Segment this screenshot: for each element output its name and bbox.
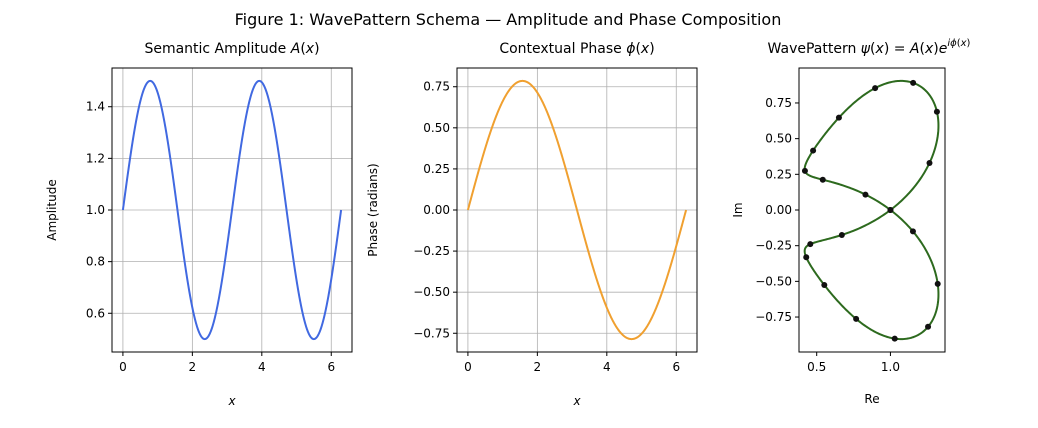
wavepattern-marker-16 [803, 254, 810, 261]
wavepattern-marker-13 [891, 335, 898, 342]
figure-suptitle: Figure 1: WavePattern Schema — Amplitude… [235, 10, 782, 29]
wavepattern-marker-6 [810, 147, 817, 154]
amplitude-xtick-label-3: 6 [327, 360, 335, 374]
phase-ytick-label-0: −0.75 [413, 326, 450, 340]
ylabel-wavepattern: Im [731, 202, 745, 217]
wavepattern-marker-17 [807, 241, 814, 248]
amplitude-ytick-label-1: 0.8 [86, 255, 105, 269]
phase-ytick-label-1: −0.50 [413, 285, 450, 299]
title-phase: Contextual Phase ϕ(x) [499, 41, 654, 57]
amplitude-xtick-label-1: 2 [189, 360, 197, 374]
xlabel-wavepattern: Re [864, 392, 879, 406]
amplitude-xtick-label-2: 4 [258, 360, 266, 374]
phase-xtick-label-3: 6 [672, 360, 680, 374]
xlabel-amplitude: x [227, 394, 236, 408]
axes-frame-wavepattern [798, 67, 946, 353]
amplitude-xtick-label-0: 0 [119, 360, 127, 374]
wavepattern-marker-15 [821, 282, 828, 289]
phase-ytick-label-3: 0.00 [423, 203, 450, 217]
title-amplitude: Semantic Amplitude A(x) [144, 41, 319, 57]
phase-ytick-label-6: 0.75 [423, 80, 450, 94]
phase-series-line [466, 79, 688, 341]
wavepattern-marker-7 [801, 167, 808, 174]
data-wavepattern [801, 79, 941, 342]
wavepattern-series-line [803, 79, 940, 341]
grid-amplitude [112, 68, 352, 352]
wavepattern-ytick-label-2: −0.25 [755, 239, 792, 253]
wavepattern-marker-10 [909, 228, 916, 235]
ticks-wavepattern: 0.5 1.0 −0.75 −0.50 −0.25 0.00 0.25 0.50 0.75 [755, 96, 900, 374]
phase-xtick-label-0: 0 [464, 360, 472, 374]
ticks-phase: 0 2 4 6 −0.75 −0.50 −0.25 0.00 0.25 0.50 0.75 [413, 80, 680, 374]
wavepattern-ytick-label-6: 0.75 [765, 96, 792, 110]
wavepattern-marker-1 [926, 159, 933, 166]
subplot-wavepattern: 0.5 1.0 −0.75 −0.50 −0.25 0.00 0.25 0.50 0.75 Wa… [731, 38, 971, 406]
phase-ytick-label-4: 0.25 [423, 162, 450, 176]
wavepattern-ytick-label-4: 0.25 [765, 167, 792, 181]
wavepattern-ytick-label-1: −0.50 [755, 274, 792, 288]
wavepattern-marker-5 [835, 114, 842, 121]
wavepattern-marker-12 [925, 323, 932, 330]
amplitude-ytick-label-3: 1.2 [86, 151, 105, 165]
ylabel-phase: Phase (radians) [366, 163, 380, 256]
xlabel-phase: x [572, 394, 581, 408]
wavepattern-marker-8 [819, 176, 826, 183]
wavepattern-marker-19 [887, 206, 894, 213]
wavepattern-marker-14 [853, 315, 860, 322]
amplitude-series-line [121, 79, 343, 341]
phase-xtick-label-2: 4 [603, 360, 611, 374]
wavepattern-marker-4 [872, 85, 879, 92]
amplitude-ytick-label-2: 1.0 [86, 203, 105, 217]
wavepattern-marker-9 [862, 191, 869, 198]
wavepattern-marker-11 [934, 280, 941, 287]
data-phase [466, 79, 688, 341]
wavepattern-ytick-label-3: 0.00 [765, 203, 792, 217]
wavepattern-xtick-label-0: 0.5 [807, 360, 826, 374]
phase-ytick-label-2: −0.25 [413, 244, 450, 258]
wavepattern-xtick-label-1: 1.0 [881, 360, 900, 374]
wavepattern-marker-18 [838, 231, 845, 238]
phase-ytick-label-5: 0.50 [423, 121, 450, 135]
phase-xtick-label-1: 2 [534, 360, 542, 374]
wavepattern-marker-2 [933, 108, 940, 115]
subplot-amplitude: 0 2 4 6 0.6 0.8 1.0 1.2 1.4 Semantic Amplitude A… [45, 41, 353, 408]
amplitude-ytick-label-4: 1.4 [86, 100, 105, 114]
title-wavepattern: WavePattern ψ(x) = A(x)eiϕ(x) [768, 38, 971, 57]
amplitude-ytick-label-0: 0.6 [86, 306, 105, 320]
data-amplitude [121, 79, 343, 341]
subplot-phase: 0 2 4 6 −0.75 −0.50 −0.25 0.00 0.25 0.50 0.75 Cont… [366, 41, 698, 408]
wavepattern-ytick-label-0: −0.75 [755, 310, 792, 324]
wavepattern-marker-3 [910, 79, 917, 86]
ylabel-amplitude: Amplitude [45, 179, 59, 241]
ticks-amplitude: 0 2 4 6 0.6 0.8 1.0 1.2 1.4 [86, 100, 335, 374]
wavepattern-ytick-label-5: 0.50 [765, 132, 792, 146]
